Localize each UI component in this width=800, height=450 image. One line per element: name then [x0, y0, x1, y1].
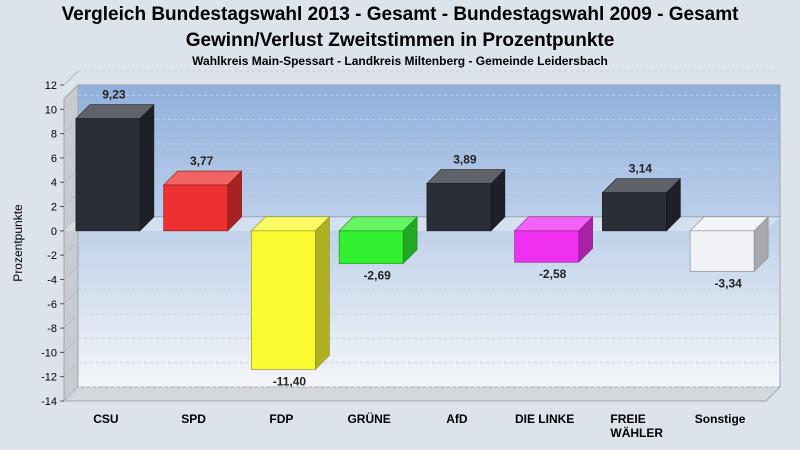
grid-line-diag — [63, 240, 79, 256]
bar — [75, 118, 141, 232]
grid-line-diag — [63, 338, 79, 353]
bar — [251, 230, 316, 370]
bar — [514, 230, 579, 263]
x-tick-label: WÄHLER — [610, 425, 663, 440]
y-tick-label: -2 — [47, 250, 57, 262]
grid-line-diag — [63, 313, 79, 329]
x-tick-label: AfD — [446, 412, 468, 426]
bar-side — [139, 103, 155, 232]
y-tick-label: 0 — [51, 226, 57, 238]
chart-title: Vergleich Bundestagswahl 2013 - Gesamt -… — [61, 4, 739, 25]
y-tick-label: 4 — [51, 177, 57, 189]
grid-line-diag — [63, 289, 79, 305]
x-tick-label: GRÜNE — [347, 411, 390, 426]
bar — [426, 183, 492, 232]
bar — [338, 230, 404, 264]
bar-top — [75, 104, 155, 119]
bar — [689, 230, 755, 272]
x-tick-label: Sonstige — [695, 412, 746, 426]
bar-top — [162, 170, 243, 186]
bar-side — [315, 216, 330, 371]
data-label: 9,23 — [102, 88, 126, 102]
data-label: 3,14 — [629, 162, 653, 176]
y-tick-label: 10 — [45, 104, 57, 116]
y-tick-label: -14 — [41, 396, 57, 408]
y-tick-label: 8 — [51, 129, 57, 141]
grid-line-diag — [63, 70, 79, 86]
x-tick-label: SPD — [181, 412, 206, 426]
bar-top — [250, 216, 331, 232]
zero-plane — [64, 216, 780, 231]
bar-top — [689, 216, 769, 232]
bar — [602, 192, 667, 232]
bar-top — [426, 169, 506, 184]
data-label: -2,69 — [363, 269, 391, 283]
data-label: -2,58 — [539, 267, 567, 281]
y-tick-label: -8 — [47, 323, 57, 335]
grid-line-diag — [63, 265, 79, 280]
grid-line-diag — [63, 94, 79, 110]
bar — [163, 184, 228, 232]
y-tick-label: 12 — [45, 80, 57, 92]
data-label: -11,40 — [273, 374, 307, 388]
grid-line-diag — [63, 386, 79, 402]
data-label: 3,77 — [190, 154, 214, 168]
y-tick-label: -10 — [41, 347, 57, 359]
chart-subtitle: Gewinn/Verlust Zweitstimmen in Prozentpu… — [185, 30, 615, 51]
x-tick-label: CSU — [93, 412, 118, 426]
y-tick-label: -12 — [41, 372, 57, 384]
chart-location: Wahlkreis Main-Spessart - Landkreis Milt… — [192, 54, 608, 68]
plot-back-wall — [77, 84, 781, 388]
x-tick-label: FDP — [269, 412, 293, 426]
data-label: -3,34 — [714, 276, 742, 290]
y-axis-label: Prozentpunkte — [11, 204, 25, 282]
bar-top — [338, 216, 418, 232]
y-tick-label: 2 — [51, 202, 57, 214]
y-tick-label: 6 — [51, 153, 57, 165]
plot-floor — [62, 386, 782, 402]
x-tick-label: DIE LINKE — [515, 412, 574, 426]
x-tick-label: FREIE — [610, 412, 645, 426]
y-tick-label: -6 — [47, 299, 57, 311]
bar-top — [601, 178, 682, 193]
bar-top — [513, 216, 594, 232]
grid-line-diag — [63, 362, 79, 378]
data-label: 3,89 — [453, 153, 477, 167]
y-tick-label: -4 — [47, 274, 57, 286]
